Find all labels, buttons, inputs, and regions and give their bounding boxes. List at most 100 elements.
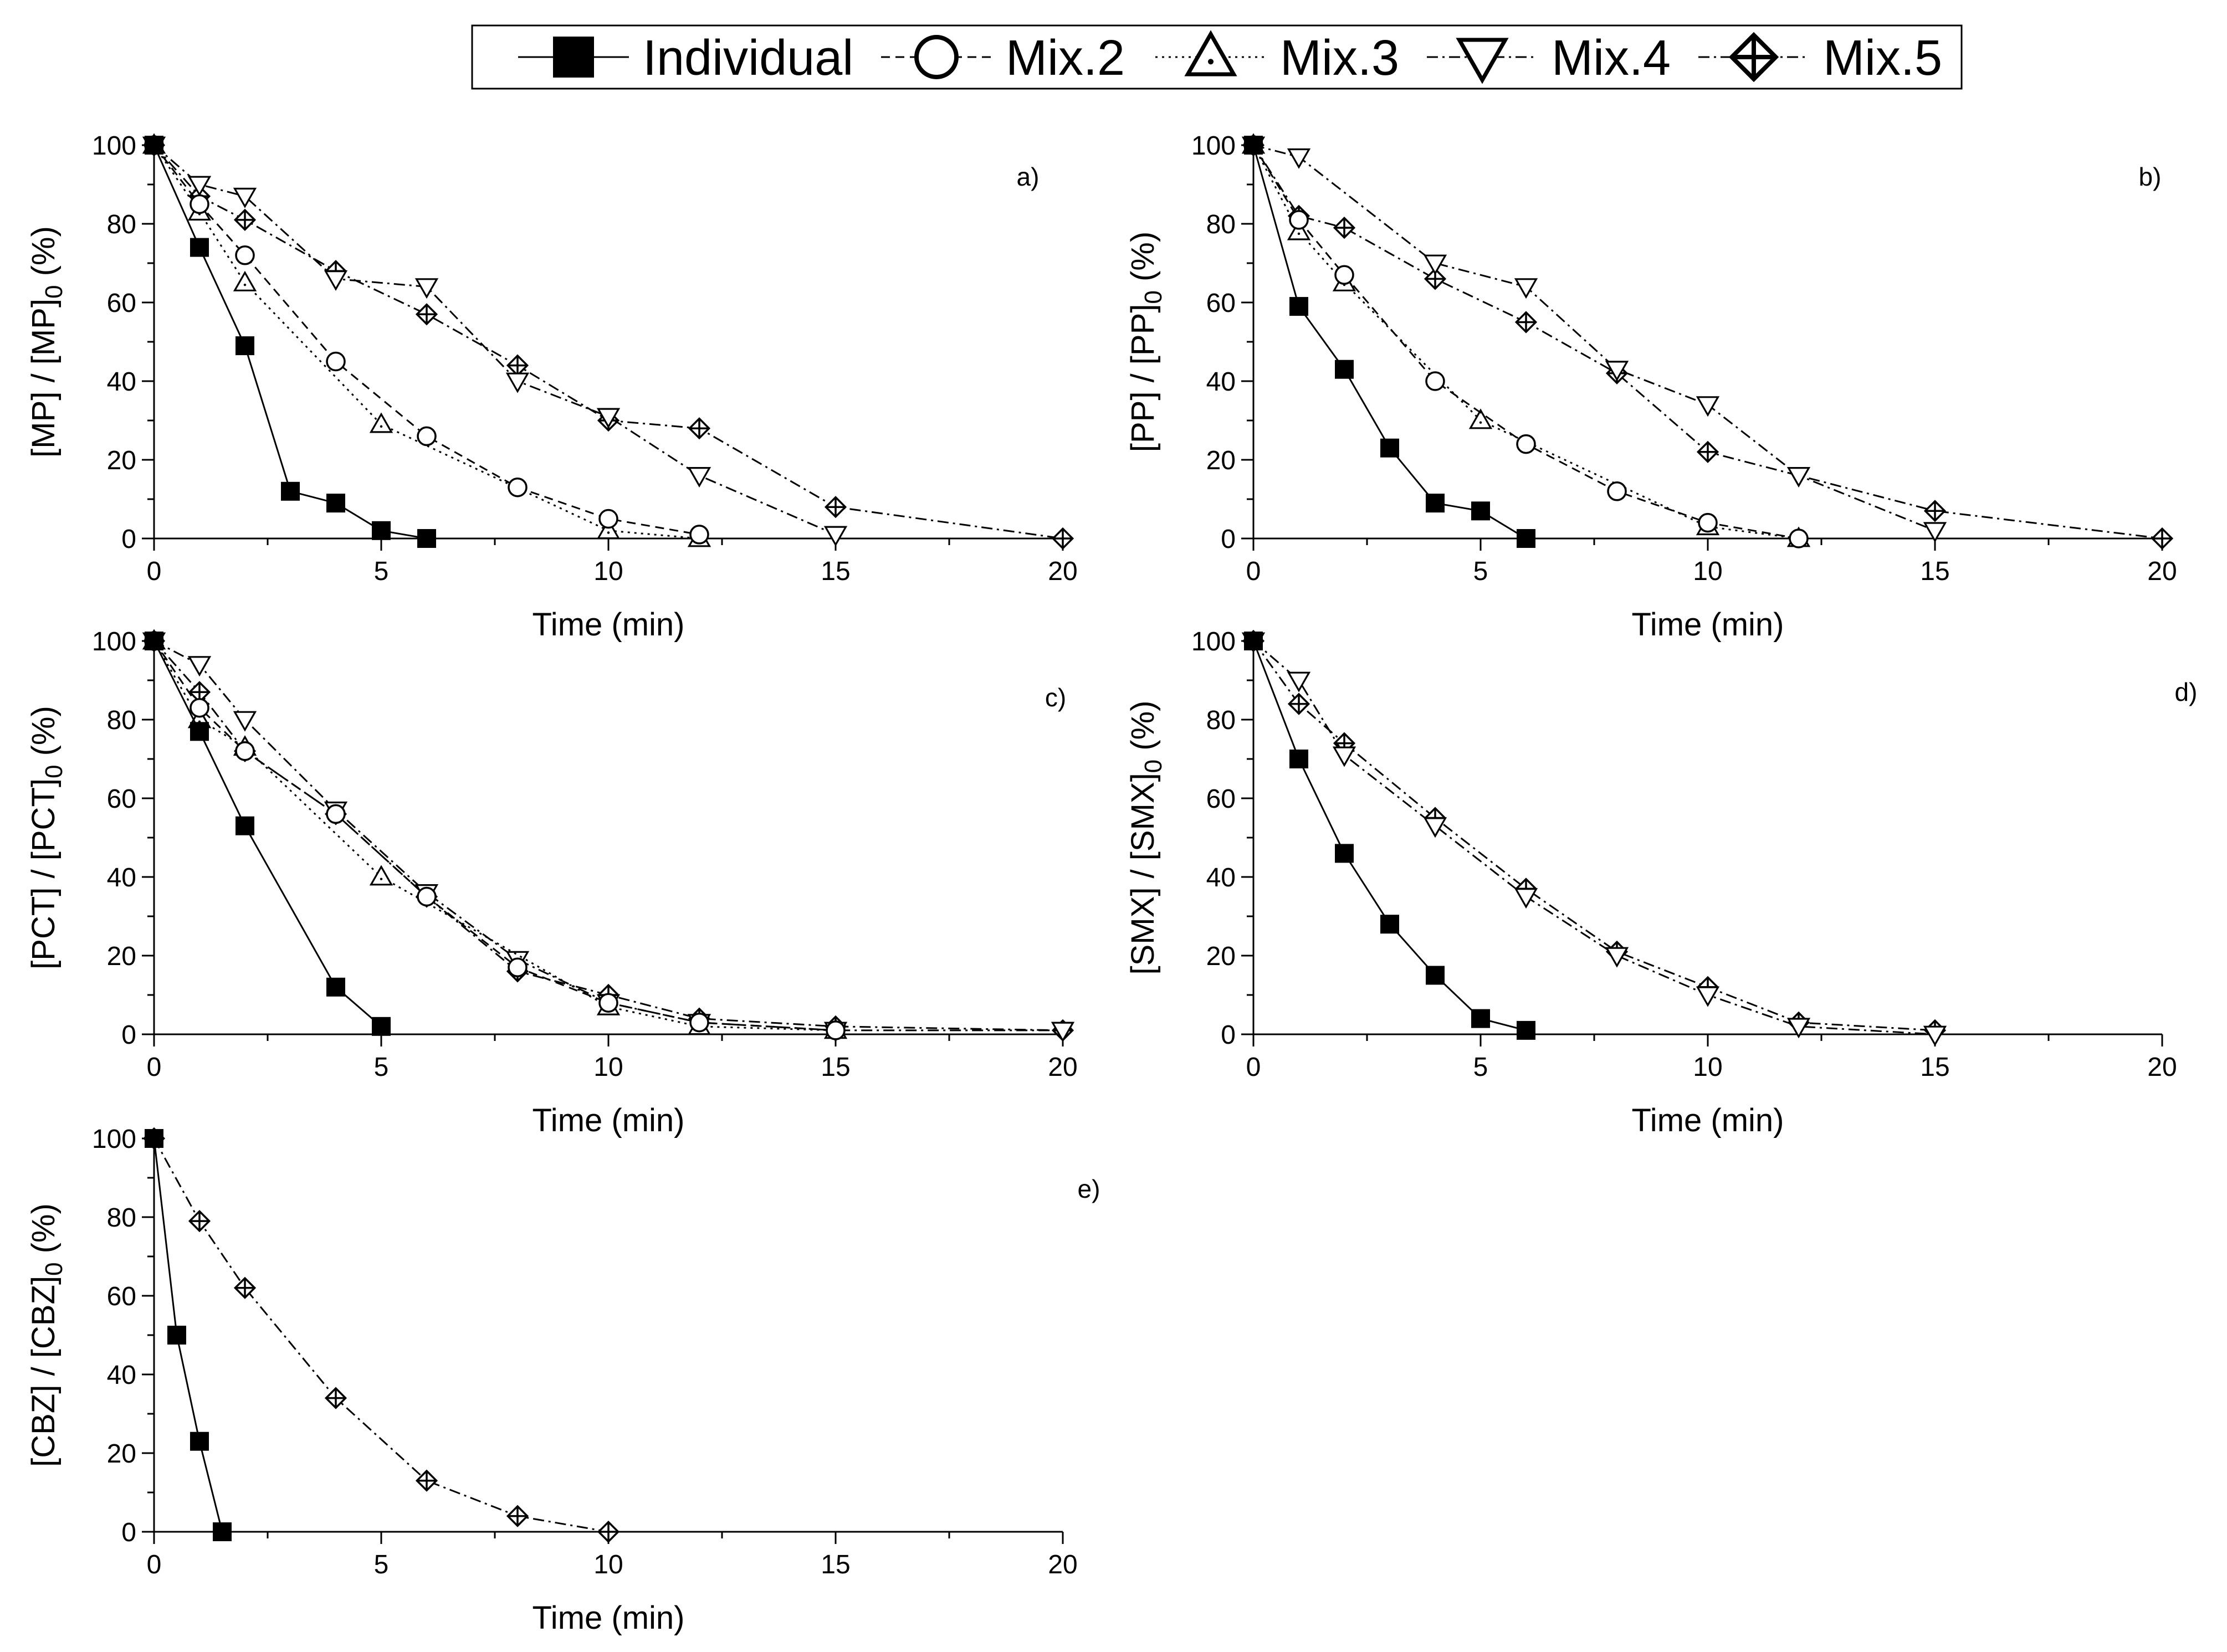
- chart-panel-b: 0 5 10 15 20 0 20 40 60 80 100 Time (min) [PP] / [PP…: [1125, 131, 2177, 643]
- series-individual: [145, 1129, 232, 1541]
- data-point-individual: [1517, 529, 1535, 548]
- x-tick-label: 15: [821, 1053, 850, 1082]
- series-mix4: [142, 632, 1075, 1043]
- series-line-mix3: [153, 640, 836, 1032]
- data-point-individual: [1426, 494, 1445, 513]
- x-tick-label: 15: [821, 557, 850, 586]
- data-point-mix5: [2151, 527, 2174, 550]
- data-point-mix5: [1696, 440, 1719, 463]
- data-point-mix2: [1516, 434, 1536, 454]
- series-mix2: [1243, 135, 1809, 548]
- series-line-mix5: [153, 640, 1063, 1032]
- series-mix4: [1241, 632, 1947, 1046]
- data-point-mix4: [1332, 746, 1356, 767]
- series-line-mix4: [153, 144, 836, 536]
- data-point-mix4: [233, 187, 257, 208]
- data-point-individual: [190, 238, 209, 257]
- data-point-mix3: [1468, 408, 1493, 429]
- data-point-mix2: [1698, 512, 1718, 533]
- data-point-mix4: [1696, 986, 1720, 1007]
- data-point-mix5: [1051, 527, 1074, 550]
- data-point-mix2: [326, 351, 346, 372]
- x-axis-label: Time (min): [533, 1600, 685, 1636]
- data-point-mix3: [233, 270, 257, 291]
- data-point-mix2: [235, 245, 255, 265]
- data-point-mix4: [505, 372, 530, 393]
- panel-tag: d): [2175, 678, 2198, 706]
- y-tick-label: 100: [92, 627, 136, 656]
- legend-entry-mix5: Mix.5: [1698, 30, 1942, 86]
- series-individual: [145, 136, 436, 548]
- data-point-mix2: [1425, 371, 1445, 391]
- data-point-mix4: [1287, 148, 1311, 169]
- data-point-individual: [1244, 632, 1263, 650]
- data-point-mix4: [324, 270, 348, 291]
- y-axis-label: [CBZ] / [CBZ]0 (%): [25, 1203, 68, 1467]
- x-axis-label: Time (min): [533, 1102, 685, 1138]
- data-point-individual: [1244, 136, 1263, 155]
- data-point-mix5: [1333, 217, 1356, 239]
- data-point-individual: [1289, 297, 1308, 316]
- y-tick-label: 20: [107, 942, 136, 971]
- data-point-mix4: [1605, 361, 1629, 382]
- legend-marker-mix5: [1728, 32, 1779, 83]
- series-mix4: [142, 136, 848, 547]
- data-point-individual: [1380, 438, 1399, 458]
- x-tick-label: 0: [1246, 1053, 1261, 1082]
- data-point-mix4: [414, 278, 439, 299]
- legend-label-mix2: Mix.2: [1006, 30, 1125, 86]
- data-point-mix2: [1789, 529, 1809, 548]
- y-tick-label: 80: [107, 1203, 136, 1233]
- data-point-individual: [326, 977, 345, 997]
- series-individual: [1244, 136, 1535, 548]
- data-point-mix5: [415, 1469, 438, 1492]
- data-point-individual: [326, 494, 345, 513]
- data-point-individual: [1471, 501, 1490, 521]
- chart-panel-c: 0 5 10 15 20 0 20 40 60 80 100 Time (min) [PCT] / [P…: [25, 627, 1078, 1138]
- data-point-mix4: [1514, 278, 1538, 299]
- data-point-mix4: [1287, 671, 1311, 692]
- data-point-mix5: [1287, 692, 1310, 715]
- data-point-mix4: [187, 176, 212, 197]
- data-point-mix4: [187, 656, 212, 677]
- legend-marker-mix3: [1184, 30, 1237, 76]
- data-point-individual: [1471, 1009, 1490, 1028]
- y-tick-label: 100: [92, 1125, 136, 1154]
- y-tick-label: 0: [1221, 525, 1236, 554]
- legend-label-mix3: Mix.3: [1280, 30, 1399, 86]
- x-tick-label: 5: [1473, 557, 1488, 586]
- data-point-individual: [236, 816, 254, 835]
- y-tick-label: 100: [1191, 131, 1236, 161]
- y-tick-label: 100: [92, 131, 136, 161]
- y-tick-label: 0: [1221, 1020, 1236, 1050]
- x-tick-label: 0: [147, 1053, 162, 1082]
- data-point-individual: [372, 521, 391, 540]
- x-tick-label: 20: [1048, 557, 1077, 586]
- series-individual: [1244, 632, 1535, 1040]
- series-mix5: [142, 629, 1074, 1042]
- data-point-individual: [190, 1432, 209, 1451]
- data-point-individual: [145, 1129, 163, 1148]
- legend-entry-mix3: Mix.3: [1155, 30, 1399, 86]
- x-axis-label: Time (min): [1632, 1102, 1784, 1138]
- data-point-mix4: [1051, 1022, 1075, 1043]
- y-tick-label: 40: [107, 1361, 136, 1390]
- x-tick-label: 20: [1048, 1550, 1077, 1579]
- y-tick-label: 60: [107, 1282, 136, 1311]
- x-tick-label: 5: [374, 557, 389, 586]
- data-point-mix2: [190, 194, 209, 214]
- data-point-mix2: [1334, 265, 1354, 285]
- data-point-mix2: [689, 1012, 709, 1033]
- series-mix5: [1242, 629, 1947, 1042]
- x-tick-label: 5: [374, 1550, 389, 1579]
- data-point-mix2: [417, 426, 437, 447]
- x-tick-label: 20: [1048, 1053, 1077, 1082]
- y-tick-label: 20: [1206, 446, 1236, 475]
- data-point-mix2: [1607, 481, 1627, 501]
- y-tick-label: 20: [107, 446, 136, 475]
- y-tick-label: 60: [1206, 289, 1236, 318]
- series-line-mix3: [1252, 145, 1799, 540]
- data-point-mix4: [1786, 1018, 1811, 1039]
- data-point-individual: [1426, 966, 1445, 985]
- x-tick-label: 15: [821, 1550, 850, 1579]
